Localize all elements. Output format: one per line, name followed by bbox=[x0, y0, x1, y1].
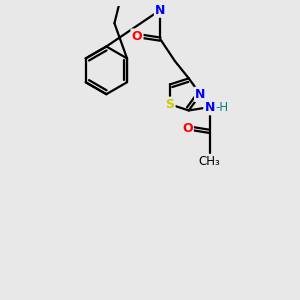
Text: O: O bbox=[182, 122, 193, 135]
Text: CH₃: CH₃ bbox=[199, 155, 220, 168]
Text: N: N bbox=[205, 101, 215, 114]
Text: -H: -H bbox=[215, 101, 229, 114]
Text: N: N bbox=[195, 88, 206, 101]
Text: O: O bbox=[132, 30, 142, 43]
Text: N: N bbox=[155, 4, 166, 16]
Text: S: S bbox=[165, 98, 174, 111]
